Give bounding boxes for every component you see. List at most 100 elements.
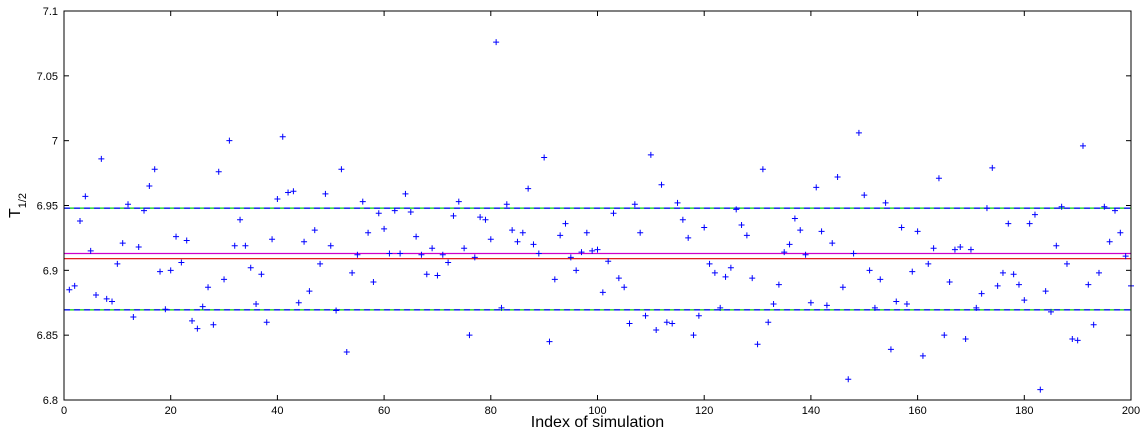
data-point xyxy=(1117,229,1124,236)
data-point xyxy=(119,240,126,247)
data-point xyxy=(1026,220,1033,227)
data-point xyxy=(978,290,985,297)
data-point xyxy=(1101,203,1108,210)
x-tick-label: 200 xyxy=(1122,405,1140,417)
data-point xyxy=(125,201,132,208)
data-point xyxy=(493,39,500,46)
data-point xyxy=(157,268,164,275)
data-point xyxy=(685,234,692,241)
data-point xyxy=(887,346,894,353)
data-point xyxy=(1079,142,1086,149)
data-point xyxy=(834,173,841,180)
y-tick-label: 7.1 xyxy=(43,6,58,18)
data-point xyxy=(301,238,308,245)
data-point xyxy=(327,242,334,249)
data-point xyxy=(210,321,217,328)
data-point xyxy=(882,199,889,206)
data-point xyxy=(130,314,137,321)
y-ticks: 6.8 6.85 6.9 6.95 7 7.05 7.1 xyxy=(37,6,1131,407)
data-point xyxy=(674,199,681,206)
data-point xyxy=(791,215,798,222)
x-tick-label: 100 xyxy=(588,405,606,417)
x-tick-label: 20 xyxy=(165,405,177,417)
data-point xyxy=(322,190,329,197)
data-point xyxy=(1015,281,1022,288)
data-point xyxy=(722,273,729,280)
plot-frame xyxy=(63,10,1132,401)
data-point xyxy=(695,312,702,319)
data-point xyxy=(215,168,222,175)
data-point xyxy=(999,269,1006,276)
data-point xyxy=(701,224,708,231)
data-point xyxy=(941,332,948,339)
data-point xyxy=(263,319,270,326)
data-point xyxy=(226,137,233,144)
data-point xyxy=(258,271,265,278)
data-point xyxy=(397,250,404,257)
data-point xyxy=(1085,281,1092,288)
data-point xyxy=(754,341,761,348)
data-point xyxy=(631,201,638,208)
data-point xyxy=(983,205,990,212)
data-point xyxy=(466,332,473,339)
data-point xyxy=(994,282,1001,289)
x-tick-label: 120 xyxy=(695,405,713,417)
data-point xyxy=(877,276,884,283)
y-tick-label: 6.85 xyxy=(37,330,58,342)
data-point xyxy=(354,251,361,258)
data-point xyxy=(71,282,78,289)
data-point xyxy=(594,246,601,253)
data-point xyxy=(855,129,862,136)
data-point xyxy=(1063,260,1070,267)
data-point xyxy=(530,241,537,248)
data-point xyxy=(445,259,452,266)
data-point xyxy=(925,260,932,267)
data-point xyxy=(455,198,462,205)
data-point xyxy=(503,201,510,208)
data-point xyxy=(519,229,526,236)
data-point xyxy=(461,245,468,252)
data-point xyxy=(610,210,617,217)
data-point xyxy=(1042,288,1049,295)
data-point xyxy=(807,299,814,306)
y-tick-label: 7 xyxy=(52,136,58,148)
data-point xyxy=(711,269,718,276)
data-point xyxy=(765,319,772,326)
data-point xyxy=(1111,207,1118,214)
data-point xyxy=(173,233,180,240)
y-axis-title-main: T xyxy=(7,208,24,218)
data-point xyxy=(562,220,569,227)
data-point xyxy=(797,227,804,234)
x-tick-label: 180 xyxy=(1015,405,1033,417)
x-tick-label: 160 xyxy=(908,405,926,417)
data-point xyxy=(951,246,958,253)
data-point xyxy=(786,241,793,248)
data-point xyxy=(823,302,830,309)
data-point xyxy=(290,188,297,195)
data-point xyxy=(429,245,436,252)
data-point xyxy=(114,260,121,267)
y-axis-title: T1/2 xyxy=(7,193,29,218)
data-point xyxy=(498,304,505,311)
data-point xyxy=(274,196,281,203)
data-point xyxy=(621,284,628,291)
data-point xyxy=(738,221,745,228)
data-point xyxy=(653,326,660,333)
x-axis-title: Index of simulation xyxy=(531,414,664,431)
data-point xyxy=(1058,203,1065,210)
data-point xyxy=(407,208,414,215)
data-point xyxy=(962,336,969,343)
data-point xyxy=(514,238,521,245)
data-point xyxy=(679,216,686,223)
data-point xyxy=(1010,271,1017,278)
data-point xyxy=(1095,269,1102,276)
data-point xyxy=(663,319,670,326)
data-point xyxy=(375,210,382,217)
y-tick-label: 6.9 xyxy=(43,265,58,277)
data-point xyxy=(818,228,825,235)
data-point xyxy=(599,289,606,296)
data-points xyxy=(66,39,1134,393)
data-point xyxy=(903,301,910,308)
y-tick-label: 6.8 xyxy=(43,395,58,407)
